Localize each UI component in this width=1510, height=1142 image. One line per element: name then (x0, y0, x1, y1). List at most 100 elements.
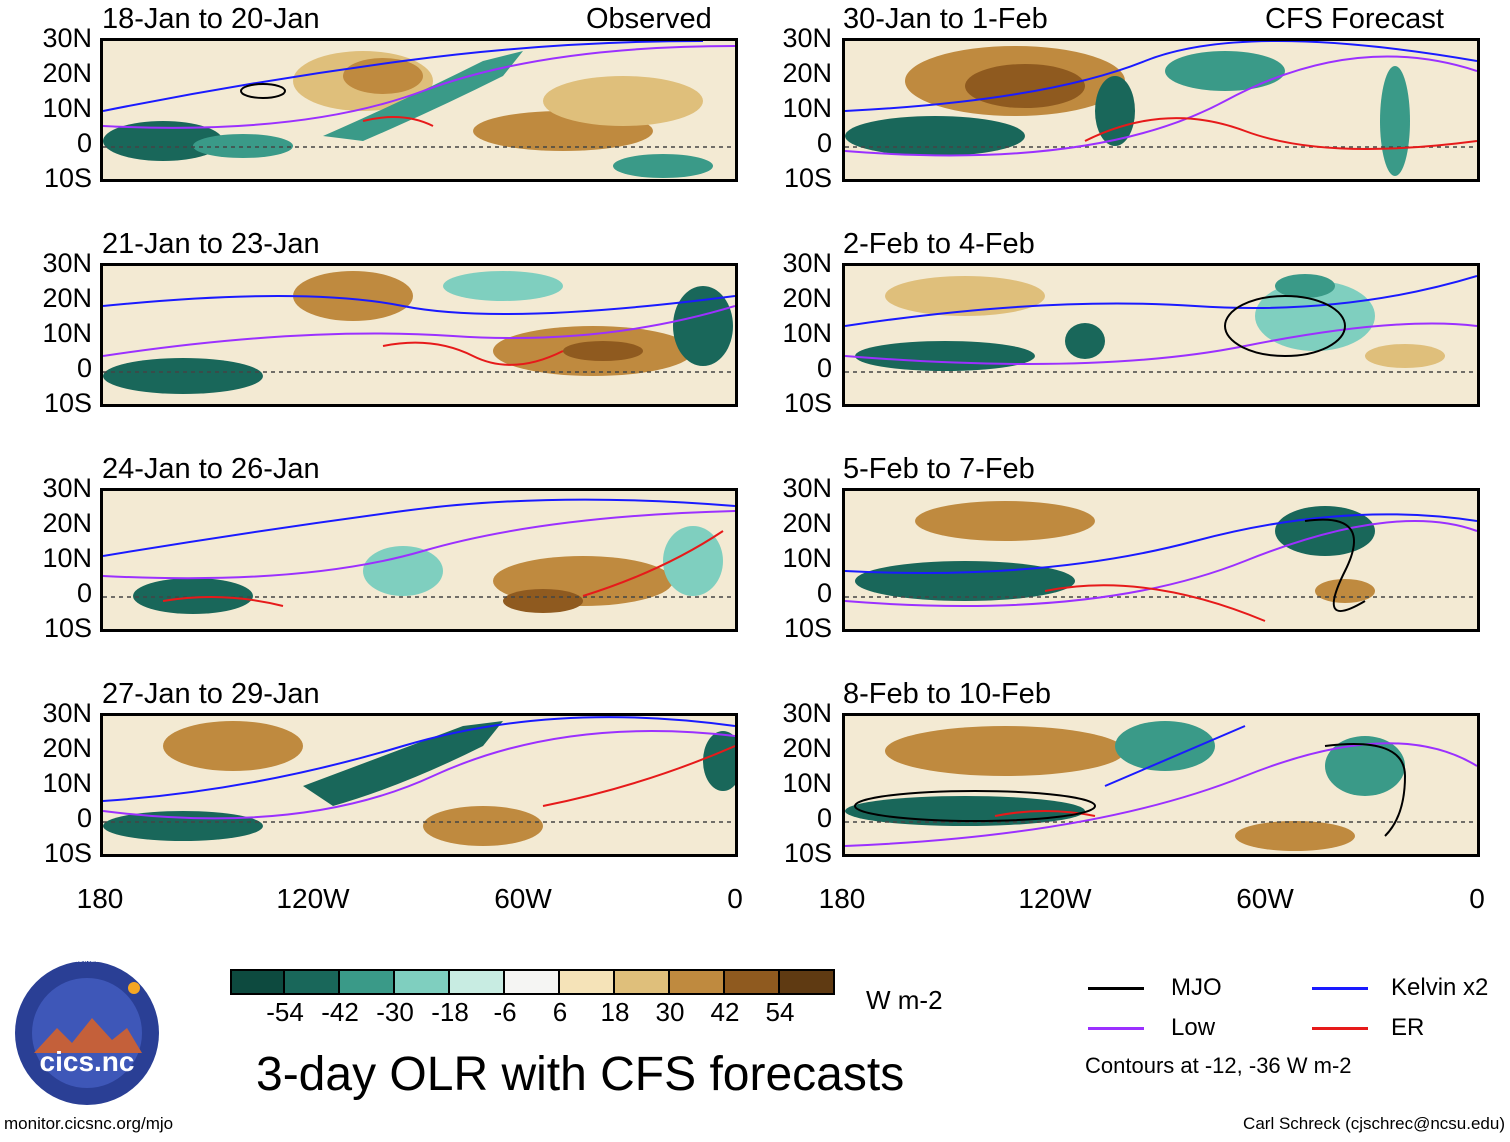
lat-label: 10S (43, 163, 92, 193)
footer-url[interactable]: monitor.cicsnc.org/mjo (4, 1114, 174, 1133)
lat-label: 0 (76, 578, 92, 608)
colorbar-swatch (450, 969, 505, 995)
panel-title-2: 21-Jan to 23-Jan (102, 228, 320, 260)
lat-label: 20N (782, 283, 832, 313)
lat-label: 10N (782, 543, 832, 573)
lat-label: 30N (42, 23, 92, 53)
logo-ring-text: Cooperative Institute for Climate and Sa… (20, 954, 154, 964)
map-panel-27jan (100, 713, 738, 857)
colorbar-tick: -42 (321, 997, 359, 1027)
colorbar-tick: 6 (552, 997, 568, 1027)
panel-title-6: 2-Feb to 4-Feb (843, 228, 1035, 260)
colorbar-swatch (670, 969, 725, 995)
olr-field (845, 716, 1477, 854)
map-panel-8feb (842, 713, 1480, 857)
lat-label: 30N (782, 23, 832, 53)
lat-label: 10N (42, 93, 92, 123)
panel-title-4: 27-Jan to 29-Jan (102, 678, 320, 710)
map-panel-30jan (842, 38, 1480, 182)
colorbar-tick: -54 (266, 997, 304, 1027)
lat-label: 10S (783, 163, 832, 193)
colorbar-swatch (725, 969, 780, 995)
lat-label: 10S (783, 838, 832, 868)
lat-label: 30N (42, 473, 92, 503)
lat-label: 0 (76, 128, 92, 158)
colorbar-tick: -30 (376, 997, 414, 1027)
legend-kelvin-line (1312, 987, 1368, 990)
legend-mjo-line (1088, 987, 1144, 990)
main-title: 3-day OLR with CFS forecasts (256, 1048, 905, 1101)
legend-note: Contours at -12, -36 W m-2 (1085, 1053, 1352, 1078)
lat-label: 20N (782, 58, 832, 88)
lat-label: 20N (42, 508, 92, 538)
olr-field (103, 491, 735, 629)
cfs-forecast-label: CFS Forecast (1265, 3, 1444, 35)
legend-low-line (1088, 1027, 1144, 1030)
colorbar-swatch (395, 969, 450, 995)
lon-label-60w-right: 60W (1236, 883, 1294, 914)
colorbar-swatch (615, 969, 670, 995)
lat-label: 10S (783, 388, 832, 418)
lat-label: 10S (783, 613, 832, 643)
colorbar-tick: 54 (765, 997, 795, 1027)
colorbar-tick: -18 (431, 997, 469, 1027)
colorbar-tick: 18 (600, 997, 630, 1027)
lat-label: 10S (43, 838, 92, 868)
lat-label: 0 (816, 353, 832, 383)
colorbar-unit: W m-2 (866, 985, 943, 1015)
legend-low-label: Low (1171, 1014, 1216, 1041)
panel-title-3: 24-Jan to 26-Jan (102, 453, 320, 485)
lon-label-60w-left: 60W (494, 883, 552, 914)
lat-label: 10N (782, 318, 832, 348)
lat-label: 20N (42, 283, 92, 313)
olr-field (103, 41, 735, 179)
lat-label: 30N (782, 473, 832, 503)
map-panel-18jan (100, 38, 738, 182)
colorbar-tick: -6 (493, 997, 517, 1027)
logo-text: cics.nc (39, 1046, 135, 1077)
lat-label: 10N (42, 543, 92, 573)
lat-label: 10N (782, 768, 832, 798)
lat-label: 0 (76, 353, 92, 383)
colorbar-swatch (285, 969, 340, 995)
colorbar-swatch (780, 969, 835, 995)
legend-mjo-label: MJO (1171, 974, 1222, 1001)
lat-label: 20N (42, 58, 92, 88)
panel-title-8: 8-Feb to 10-Feb (843, 678, 1051, 710)
observed-label: Observed (586, 3, 712, 35)
colorbar-tick: 30 (655, 997, 685, 1027)
map-panel-24jan (100, 488, 738, 632)
map-panel-5feb (842, 488, 1480, 632)
lat-label: 10S (43, 388, 92, 418)
lon-label-120w-left: 120W (276, 883, 350, 914)
colorbar-swatch (560, 969, 615, 995)
lat-label: 30N (782, 698, 832, 728)
colorbar-tick: 42 (710, 997, 740, 1027)
panel-title-1: 18-Jan to 20-Jan (102, 3, 320, 35)
footer-credit: Carl Schreck (cjschrec@ncsu.edu) (1243, 1114, 1505, 1133)
legend-er-label: ER (1391, 1014, 1425, 1041)
lon-label-180-right: 180 (818, 883, 866, 914)
lat-label: 0 (816, 578, 832, 608)
olr-field (103, 716, 735, 854)
olr-field (103, 266, 735, 404)
colorbar-swatch (505, 969, 560, 995)
panel-title-7: 5-Feb to 7-Feb (843, 453, 1035, 485)
lat-label: 20N (42, 733, 92, 763)
panel-title-5: 30-Jan to 1-Feb (843, 3, 1048, 35)
olr-field (845, 491, 1477, 629)
lon-label-180-left: 180 (76, 883, 124, 914)
map-panel-21jan (100, 263, 738, 407)
olr-field (845, 266, 1477, 404)
lon-label-0-left: 0 (727, 883, 743, 914)
legend-kelvin-label: Kelvin x2 (1391, 974, 1489, 1001)
lon-label-0-right: 0 (1469, 883, 1485, 914)
lat-label: 0 (816, 128, 832, 158)
lat-label: 20N (782, 508, 832, 538)
lat-label: 0 (816, 803, 832, 833)
map-panel-2feb (842, 263, 1480, 407)
lat-label: 30N (42, 248, 92, 278)
cics-logo: cics.nc Cooperative Institute for Climat… (12, 954, 162, 1108)
colorbar-swatch (340, 969, 395, 995)
colorbar-swatch (230, 969, 285, 995)
